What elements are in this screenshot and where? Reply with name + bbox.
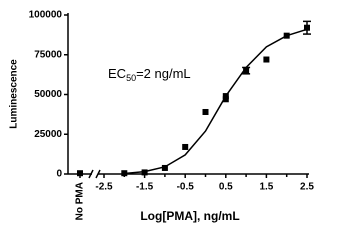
x-tick-label: -2.5 bbox=[95, 182, 113, 193]
x-tick-label: 0.5 bbox=[219, 182, 233, 193]
point bbox=[141, 169, 148, 176]
x-tick-label: 1.5 bbox=[259, 182, 273, 193]
x-tick-label: -0.5 bbox=[177, 182, 195, 193]
point bbox=[222, 96, 229, 103]
x-axis-label: Log[PMA], ng/mL bbox=[140, 209, 239, 223]
y-axis-label: Luminescence bbox=[9, 59, 20, 129]
annotation-text: EC bbox=[108, 66, 126, 81]
chart: Luminescence Log[PMA], ng/mL EC50=2 ng/m… bbox=[9, 10, 315, 224]
x-tick-label: 2.5 bbox=[300, 182, 314, 193]
y-tick-label: 100000 bbox=[29, 10, 63, 21]
point bbox=[202, 108, 209, 115]
annotation-subscript: 50 bbox=[126, 73, 136, 83]
annotation: EC50=2 ng/mL bbox=[108, 66, 191, 83]
y-tick-label: 25000 bbox=[34, 129, 62, 140]
point bbox=[121, 170, 128, 177]
point bbox=[304, 24, 310, 31]
control-point bbox=[77, 170, 83, 177]
x-tick-label: -1.5 bbox=[136, 182, 154, 193]
axis-break bbox=[95, 169, 101, 179]
point bbox=[182, 143, 189, 150]
point bbox=[222, 93, 229, 100]
y-tick-label: 0 bbox=[56, 169, 62, 180]
fit-curve bbox=[124, 28, 308, 175]
annotation-suffix: =2 ng/mL bbox=[136, 66, 191, 81]
control-label: No PMA bbox=[75, 182, 86, 220]
axis-break bbox=[88, 169, 94, 179]
point bbox=[283, 32, 290, 39]
y-tick-label: 75000 bbox=[34, 49, 62, 60]
y-tick-label: 50000 bbox=[34, 89, 62, 100]
point bbox=[263, 56, 270, 63]
point bbox=[161, 164, 168, 171]
point bbox=[243, 67, 250, 74]
